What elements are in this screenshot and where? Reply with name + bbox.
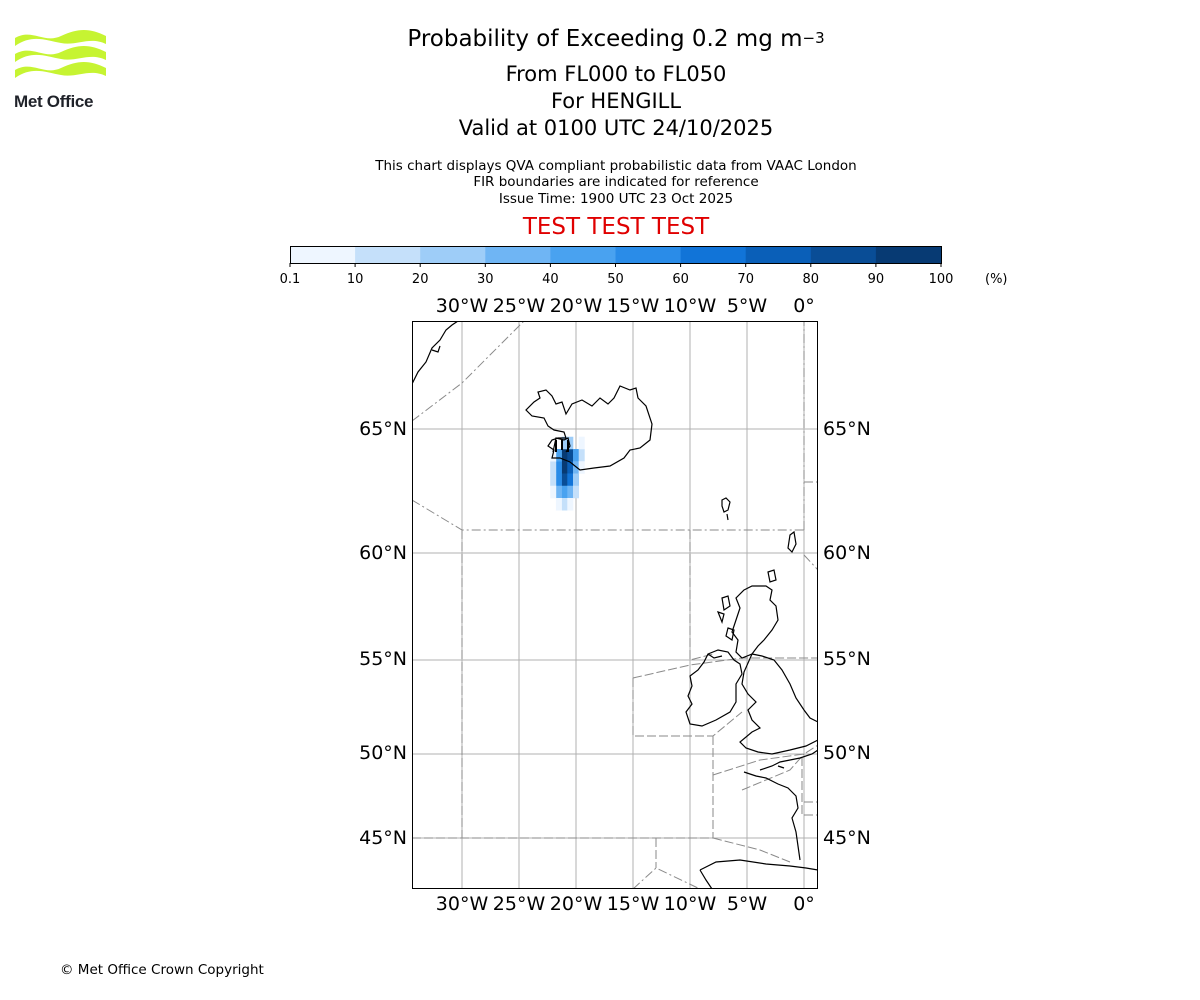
- colorbar-tick-label: 70: [737, 272, 754, 287]
- colorbar-swatch: [550, 246, 616, 263]
- colorbar-tick-label: 60: [672, 272, 689, 287]
- colorbar-swatch: [875, 246, 942, 263]
- probability-cell: [573, 461, 579, 474]
- lon-label-bottom: 25°W: [493, 893, 546, 915]
- hengill-volcano-marker: [555, 440, 569, 452]
- probability-cell: [567, 436, 574, 450]
- probability-cell: [573, 449, 579, 462]
- met-office-logo-text: Met Office: [14, 92, 94, 111]
- colorbar-tick-label: 90: [868, 272, 885, 287]
- lon-label-top: 20°W: [550, 295, 603, 317]
- colorbar-tick-label: 30: [477, 272, 494, 287]
- lat-label-left: 45°N: [359, 827, 407, 849]
- lon-label-bottom: 5°W: [727, 893, 768, 915]
- valid-time: Valid at 0100 UTC 24/10/2025: [458, 116, 774, 140]
- probability-cell: [561, 449, 568, 462]
- colorbar-tick-label: 10: [347, 272, 364, 287]
- location: For HENGILL: [550, 89, 682, 113]
- lat-label-left: 60°N: [359, 542, 407, 564]
- colorbar-tick-label: 80: [803, 272, 820, 287]
- colorbar-swatch: [680, 246, 747, 263]
- colorbar-unit: (%): [985, 272, 1008, 287]
- probability-cell: [561, 461, 568, 474]
- lon-label-top: 15°W: [607, 295, 660, 317]
- colorbar-tick-label: 20: [412, 272, 429, 287]
- lat-label-left: 55°N: [359, 648, 407, 670]
- colorbar-tick-label: 40: [542, 272, 559, 287]
- probability-cell: [550, 449, 557, 462]
- colorbar-swatch: [290, 246, 356, 263]
- probability-cell: [550, 473, 557, 486]
- lat-label-right: 65°N: [823, 418, 871, 440]
- copyright: © Met Office Crown Copyright: [60, 962, 264, 978]
- fir-boundaries: [412, 321, 818, 889]
- chart-title: Probability of Exceeding 0.2 mg m−3: [407, 26, 825, 52]
- issue-time: Issue Time: 1900 UTC 23 Oct 2025: [498, 191, 734, 207]
- probability-cell: [555, 485, 562, 499]
- colorbar-swatches: [290, 246, 942, 264]
- probability-cell: [567, 449, 574, 462]
- probability-cell: [567, 473, 574, 486]
- colorbar-swatch: [615, 246, 682, 263]
- map-frame: [412, 321, 818, 889]
- lon-label-top: 0°: [793, 295, 815, 317]
- probability-cell: [561, 473, 568, 486]
- probability-cell: [573, 485, 579, 499]
- map-gridlines: [412, 321, 818, 889]
- lon-label-top: 25°W: [493, 295, 546, 317]
- probability-cell: [561, 485, 568, 499]
- lon-label-bottom: 10°W: [664, 893, 717, 915]
- probability-cell: [555, 449, 562, 462]
- lat-label-left: 50°N: [359, 742, 407, 764]
- lat-label-right: 55°N: [823, 648, 871, 670]
- lon-label-bottom: 30°W: [436, 893, 489, 915]
- lon-label-bottom: 20°W: [550, 893, 603, 915]
- lat-label-right: 50°N: [823, 742, 871, 764]
- colorbar-tick-label: 100: [929, 272, 954, 287]
- probability-cell: [561, 436, 568, 450]
- map-axis-labels: 30°W 25°W 20°W 15°W 10°W 5°W 0° 30°W 25°…: [359, 295, 871, 915]
- probability-cell: [555, 498, 562, 511]
- fir-note: FIR boundaries are indicated for referen…: [473, 174, 759, 190]
- probability-field: [550, 436, 585, 511]
- probability-cell: [550, 461, 557, 474]
- lat-label-right: 60°N: [823, 542, 871, 564]
- probability-cell: [573, 473, 579, 486]
- coastlines: [412, 321, 818, 889]
- colorbar-tick-label: 0.1: [280, 272, 301, 287]
- chart-description: This chart displays QVA compliant probab…: [375, 158, 857, 174]
- lat-label-right: 45°N: [823, 827, 871, 849]
- colorbar-swatch: [355, 246, 421, 263]
- probability-cell: [578, 461, 585, 474]
- lon-label-top: 5°W: [727, 295, 768, 317]
- colorbar-swatch: [745, 246, 812, 263]
- probability-cell: [555, 473, 562, 486]
- lat-label-left: 65°N: [359, 418, 407, 440]
- colorbar-tick-label: 50: [607, 272, 624, 287]
- lon-label-bottom: 0°: [793, 893, 815, 915]
- colorbar-swatch: [485, 246, 551, 263]
- lon-label-bottom: 15°W: [607, 893, 660, 915]
- lon-label-top: 30°W: [436, 295, 489, 317]
- probability-cell: [578, 449, 585, 462]
- lon-label-top: 10°W: [664, 295, 717, 317]
- probability-cell: [567, 485, 574, 499]
- probability-cell: [561, 498, 568, 511]
- probability-cell: [567, 498, 574, 511]
- colorbar-swatch: [810, 246, 877, 263]
- met-office-wave-logo-icon: [15, 30, 106, 78]
- probability-cell: [578, 436, 585, 450]
- probability-cell: [555, 461, 562, 474]
- colorbar: 0.1 10 20 30 40 50 60 70 80 90 100 (%): [280, 246, 1008, 287]
- colorbar-swatch: [420, 246, 486, 263]
- probability-cell: [550, 485, 557, 499]
- flight-levels: From FL000 to FL050: [505, 62, 727, 86]
- probability-cell: [567, 461, 574, 474]
- test-banner: TEST TEST TEST: [522, 214, 710, 240]
- colorbar-tick-labels: 0.1 10 20 30 40 50 60 70 80 90 100: [280, 263, 954, 287]
